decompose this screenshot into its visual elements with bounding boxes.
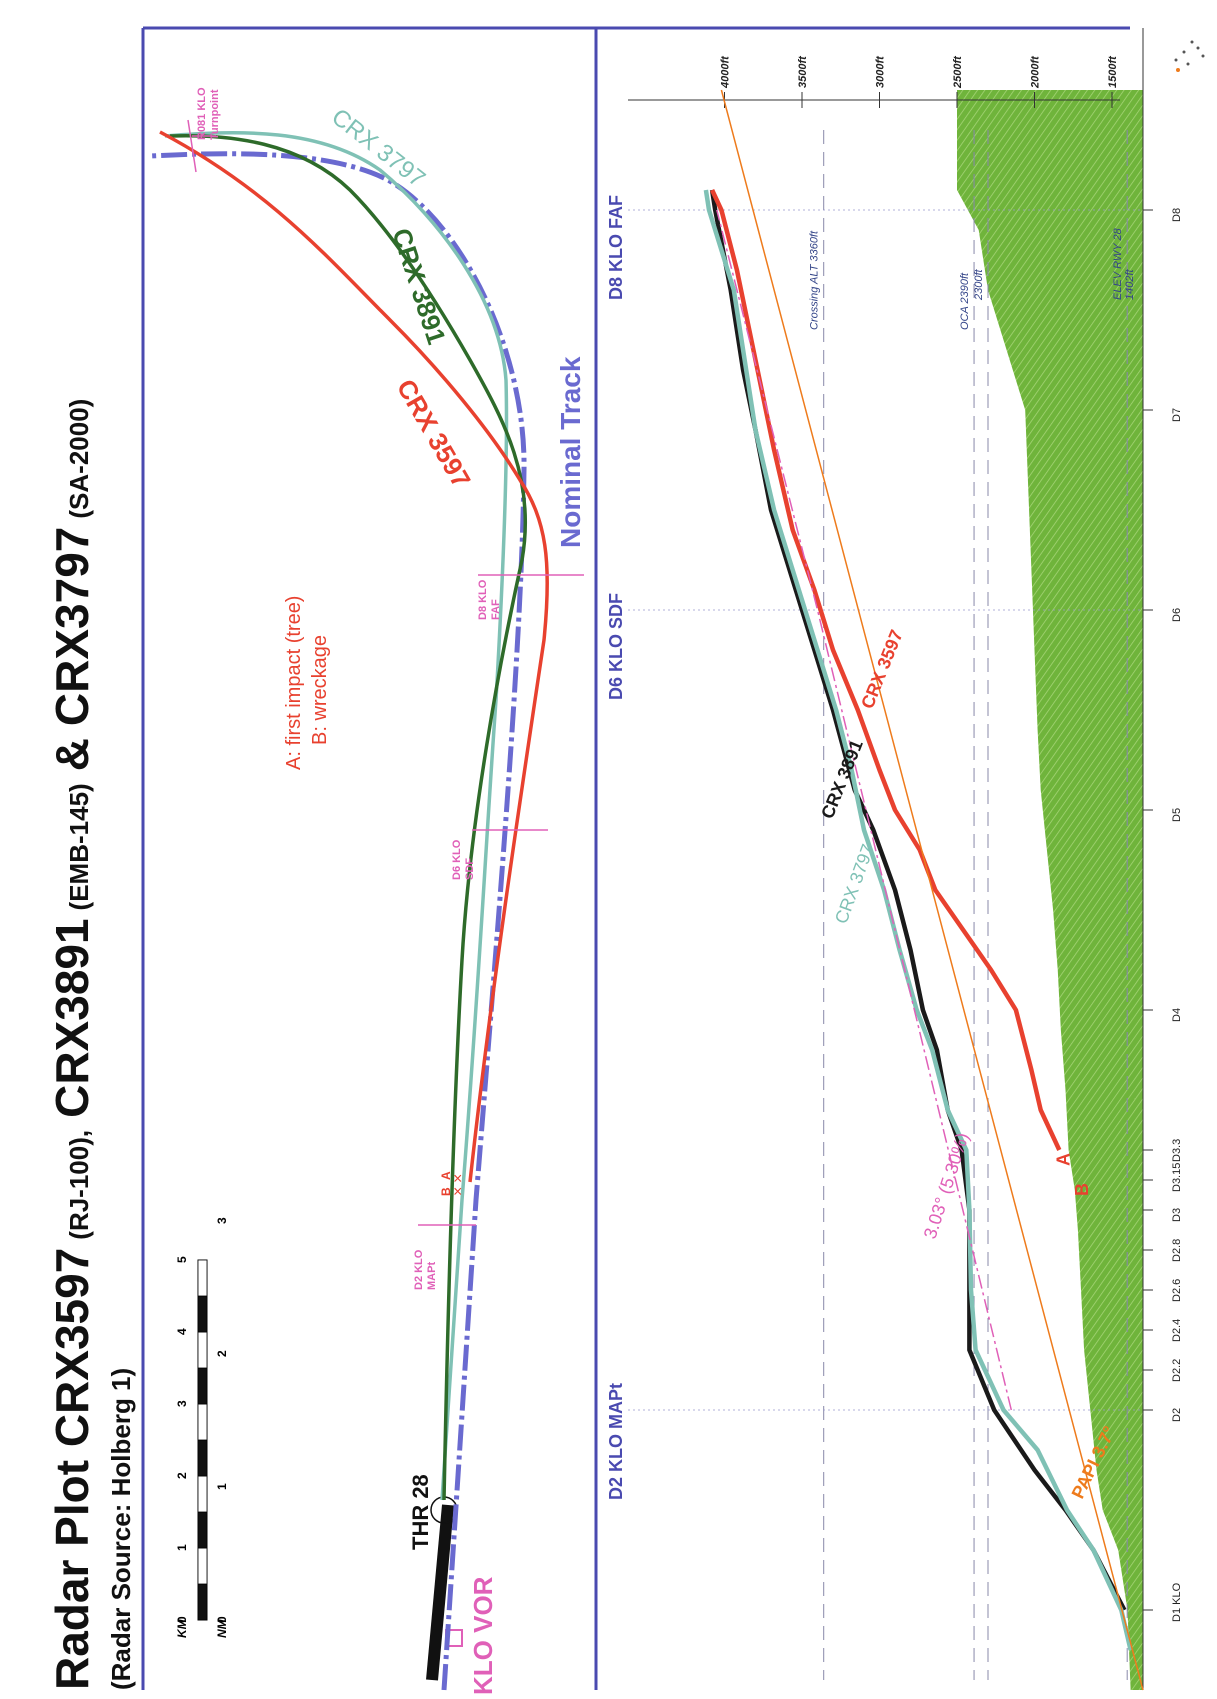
scale-km-tick: 3 (175, 1400, 189, 1407)
scale-bar: KM NM 0 1 2 3 4 5 0 1 2 3 (175, 1217, 229, 1638)
x-tick-label: D4 (1171, 1008, 1183, 1022)
plan-marker-a: A (439, 1171, 453, 1180)
scale-nm-tick: 2 (215, 1350, 229, 1357)
scale-segment (197, 1547, 208, 1585)
profile-label-crx3797: CRX 3797 (831, 841, 878, 926)
y-tick-label: 1500ft (1107, 55, 1119, 88)
scale-km-tick: 5 (175, 1256, 189, 1263)
title-main-b-sub: (EMB-145) (64, 783, 94, 910)
svg-text:Radar Plot CRX3597(RJ-100),CRX: Radar Plot CRX3597 (RJ-100), CRX3891 (EMB-1… (46, 399, 98, 1690)
profile-view: Crossing ALT 3360ft OCA 2390ft 2300ft ELEV … (606, 28, 1183, 1691)
x-tick-label: D1 KLO (1171, 1582, 1183, 1622)
track-crx3797 (164, 131, 509, 1501)
x-tick-label: D2.6 (1171, 1279, 1183, 1302)
reference-label: ELEV RWY 28 (1112, 227, 1124, 300)
x-tick-label: D3.15 (1171, 1163, 1183, 1192)
reference-label: 1402ft (1124, 268, 1136, 300)
impact-marker: B (1072, 1183, 1092, 1196)
scale-segment (197, 1331, 208, 1369)
scale-nm-tick: 0 (215, 1616, 229, 1623)
scale-km-tick: 2 (175, 1472, 189, 1479)
title-main-a-sub: (RJ-100), (64, 1130, 94, 1240)
scale-segment (197, 1403, 208, 1441)
waypoint-label: MAPt (426, 1262, 438, 1290)
nominal-track (149, 151, 527, 1691)
x-tick-label: D2.2 (1171, 1359, 1183, 1382)
title-main-b: CRX3891 (46, 918, 98, 1117)
legend-a: A: first impact (tree) (283, 596, 305, 770)
reference-label: 2300ft (973, 268, 985, 301)
vor-label: KLO VOR (468, 1576, 498, 1695)
reference-label: Crossing ALT 3360ft (809, 230, 821, 330)
y-tick-label: 2000ft (1030, 55, 1042, 89)
scale-segment (197, 1583, 208, 1621)
waypoint-label: D8 KLO (477, 579, 489, 620)
scale-segment (197, 1439, 208, 1477)
title-main-c: CRX3797 (46, 527, 98, 726)
x-tick-label: D7 (1171, 408, 1183, 422)
scale-segment (197, 1295, 208, 1333)
y-tick-label: 3500ft (797, 55, 809, 88)
legend-b: B: wreckage (309, 635, 331, 745)
y-tick-label: 3000ft (875, 55, 887, 88)
waypoint-label: R081 KLO (196, 87, 208, 140)
section-label: D8 KLO FAF (606, 195, 626, 300)
scale-segment (197, 1511, 208, 1549)
x-tick-label: D6 (1171, 608, 1183, 622)
x-tick-label: D3 (1171, 1208, 1183, 1222)
plan-marker-x1: × (450, 1187, 467, 1196)
title-source: (Radar Source: Holberg 1) (106, 1368, 136, 1690)
scale-nm-tick: 1 (215, 1483, 229, 1490)
title-main-c-sub: (SA-2000) (64, 399, 94, 519)
waypoint-label: D2 KLO (413, 1249, 425, 1290)
track-crx3597-plan (159, 130, 549, 1183)
terrain-area (957, 90, 1143, 1690)
scale-nm-tick: 3 (215, 1217, 229, 1224)
x-tick-label: D2.4 (1171, 1319, 1183, 1342)
plan-view: KM NM 0 1 2 3 4 5 0 1 2 3 THR 28 KLO VOR D2 KLO M… (149, 87, 586, 1695)
title-main-a: Radar Plot CRX3597 (46, 1248, 98, 1690)
profile-series-line (703, 189, 1133, 1651)
plan-label-crx3891: CRX 3891 (386, 225, 452, 348)
plan-label-crx3597: CRX 3597 (391, 374, 477, 493)
y-tick-label: 2500ft (952, 55, 964, 89)
corner-graphic (1174, 40, 1205, 72)
waypoint-label: D6 KLO (451, 839, 463, 880)
waypoint-label: FAF (490, 599, 502, 620)
impact-marker: A (1053, 1153, 1073, 1166)
profile-series-line (710, 189, 1062, 1151)
x-tick-label: D3.3 (1171, 1139, 1183, 1162)
plan-marker-b: B (439, 1187, 453, 1196)
scale-km-tick: 0 (175, 1616, 189, 1623)
y-tick-label: 4000ft (720, 55, 732, 89)
profile-series-line (720, 89, 1144, 1691)
scale-segment (197, 1475, 208, 1513)
nominal-track-label: Nominal Track (555, 356, 586, 548)
scale-km-tick: 4 (175, 1328, 189, 1335)
section-label: D2 KLO MAPt (606, 1383, 626, 1500)
x-tick-label: D2.8 (1171, 1239, 1183, 1262)
scale-segment (197, 1367, 208, 1405)
x-tick-label: D2 (1171, 1408, 1183, 1422)
scale-segment (197, 1259, 208, 1297)
plan-marker-x2: × (450, 1174, 467, 1183)
x-tick-label: D5 (1171, 808, 1183, 822)
thr-label: THR 28 (408, 1474, 433, 1550)
scale-km-tick: 1 (175, 1544, 189, 1551)
section-label: D6 KLO SDF (606, 593, 626, 700)
title-amp: & (46, 738, 98, 771)
x-tick-label: D8 (1171, 208, 1183, 222)
waypoint-label: SDF (464, 858, 476, 880)
runway (426, 1504, 454, 1681)
scale-km-label: KM (175, 1618, 189, 1638)
waypoint-label: Turnpoint (209, 89, 221, 140)
scale-nm-label: NM (215, 1618, 229, 1638)
title-group: Radar Plot CRX3597 (RJ-100), CRX3891 (EMB-1… (46, 399, 136, 1690)
reference-label: OCA 2390ft (959, 272, 971, 330)
track-crx3891-plan (169, 133, 528, 1501)
